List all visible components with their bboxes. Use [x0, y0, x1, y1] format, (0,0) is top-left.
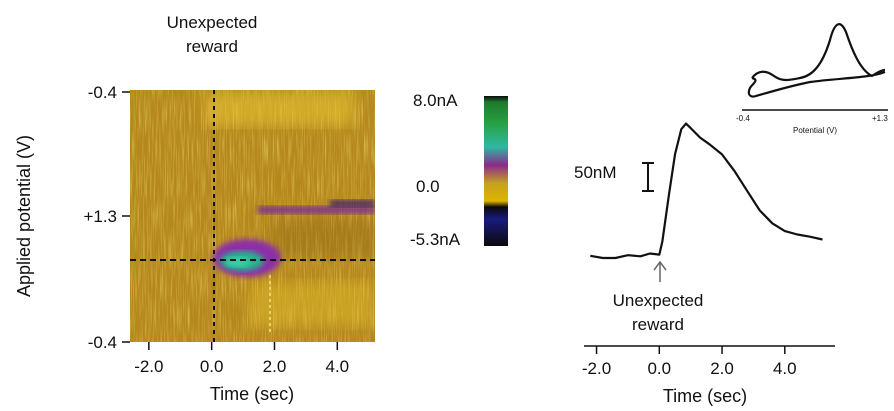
heatmap-dark-band [270, 218, 375, 258]
heatmap-bright-band [205, 92, 355, 126]
heatmap-annotation-line1: Unexpected [167, 13, 258, 32]
colorbar-min-label: -5.3nA [410, 230, 461, 249]
trace-x-ticks: -2.0 0.0 2.0 4.0 [582, 346, 797, 378]
scale-bar: 50nM [574, 162, 654, 192]
colorbar-gradient [484, 96, 508, 246]
heatmap-x-tick-label: 4.0 [325, 357, 349, 376]
heatmap-annotation-line2: reward [186, 37, 238, 56]
colorbar: 8.0nA 0.0 -5.3nA [410, 91, 508, 249]
heatmap-x-tick-label: 2.0 [263, 357, 287, 376]
trace-x-tick-label: -2.0 [582, 359, 611, 378]
trace-annotation-line2: reward [632, 315, 684, 334]
heatmap-x-tick-label: -2.0 [134, 357, 163, 376]
heatmap-x-axis: -2.0 0.0 2.0 4.0 [134, 342, 349, 376]
inset-x-min-label: -0.4 [736, 114, 750, 123]
colorbar-zero-label: 0.0 [416, 177, 440, 196]
heatmap-x-tick-label: 0.0 [200, 357, 224, 376]
heatmap-y-ticks: -0.4 +1.3 -0.4 [83, 83, 130, 352]
heatmap-panel: Unexpected reward -0.4 +1.3 -0.4 -2.0 0.0 2.… [14, 13, 375, 404]
heatmap-bright-band-lower [250, 282, 375, 326]
trace-x-tick-label: 2.0 [710, 359, 734, 378]
trace-annotation-line1: Unexpected [613, 291, 704, 310]
heatmap-y-tick-label: -0.4 [88, 333, 117, 352]
scale-bar-label: 50nM [574, 163, 617, 182]
heatmap-positive-core [226, 257, 250, 267]
heatmap-xlabel: Time (sec) [210, 384, 294, 404]
trace-xlabel: Time (sec) [663, 386, 747, 406]
heatmap-ylabel: Applied potential (V) [14, 135, 34, 297]
trace-x-tick-label: 0.0 [647, 359, 671, 378]
trace-panel: 50nM Unexpected reward -2.0 0.0 2.0 4.0 Tim… [574, 23, 888, 406]
heatmap-image [130, 90, 375, 342]
heatmap-y-tick-label: -0.4 [88, 83, 117, 102]
reward-arrow [653, 260, 667, 282]
inset-curve [747, 23, 886, 98]
heatmap-negative-stripe-right [330, 200, 375, 207]
trace-x-tick-label: 4.0 [773, 359, 797, 378]
inset-voltammogram: -0.4 +1.3 Potential (V) [736, 23, 888, 135]
heatmap-y-tick-label: +1.3 [83, 207, 117, 226]
trace-line [590, 122, 823, 260]
colorbar-max-label: 8.0nA [413, 91, 458, 110]
inset-xlabel: Potential (V) [793, 126, 837, 135]
heatmap-negative-stripe [258, 206, 375, 214]
inset-x-max-label: +1.3 [872, 114, 888, 123]
